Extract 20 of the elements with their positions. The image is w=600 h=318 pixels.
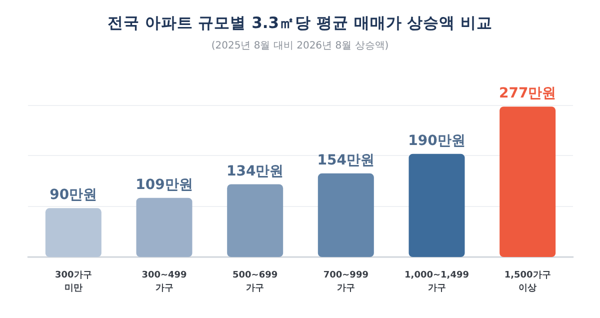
x-tick-label: 300가구 미만 [55,270,92,294]
chart-title: 전국 아파트 규모별 3.3㎡당 평균 매매가 상승액 비교 [107,14,493,32]
chart-subtitle: (2025년 8월 대비 2026년 8월 상승액) [211,40,389,52]
x-tick-label: 1,500가구 이상 [504,270,551,294]
bar [408,154,465,257]
bar [318,173,374,257]
data-label: 134만원 [226,163,284,180]
x-tick-label: 1,000~1,499 가구 [404,270,469,294]
data-label: 154만원 [317,152,375,168]
data-label: 277만원 [498,86,556,102]
data-label: 109만원 [136,176,193,193]
x-tick-label: 700~999 가구 [323,270,368,294]
bar [136,198,192,257]
x-tick-label: 300~499 가구 [142,270,187,294]
bar [227,184,284,257]
data-label: 190만원 [408,132,466,149]
bar [500,106,556,257]
x-tick-label: 500~699 가구 [232,270,278,294]
bar [45,208,102,257]
data-label: 90만원 [50,187,98,204]
